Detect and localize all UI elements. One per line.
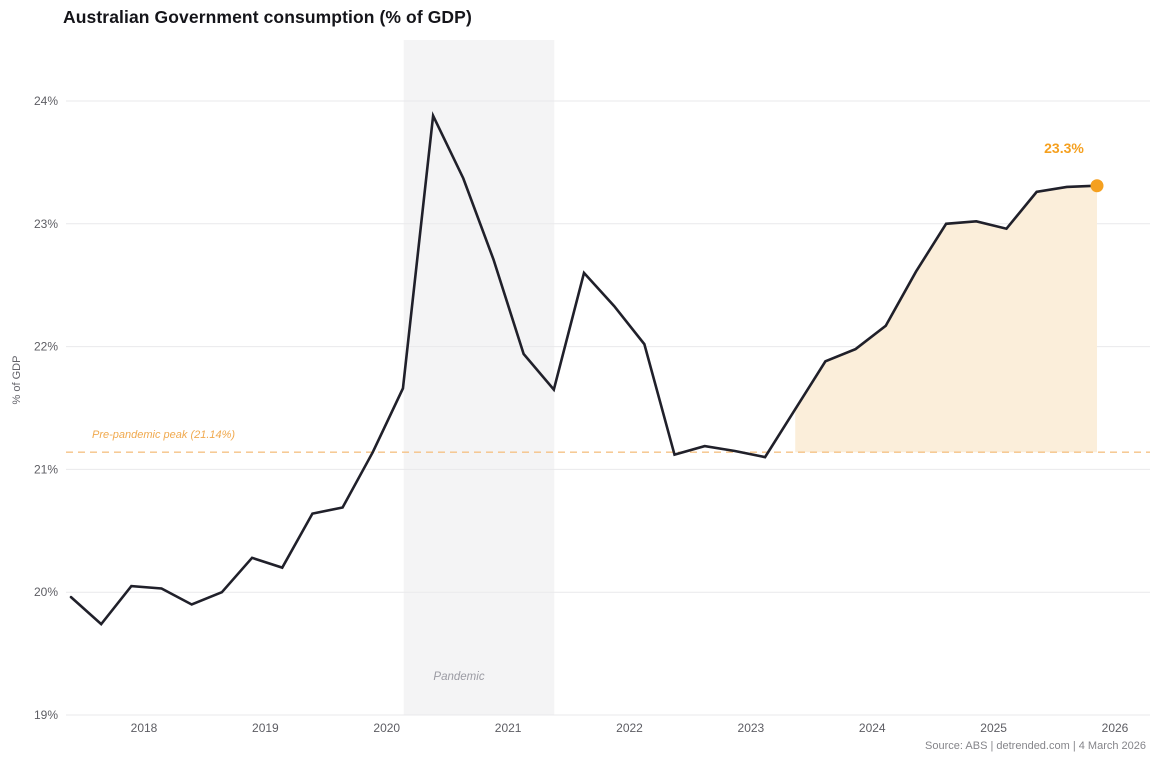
y-tick-label: 21% bbox=[34, 462, 58, 476]
y-tick-label: 20% bbox=[34, 585, 58, 599]
x-tick-label: 2019 bbox=[252, 721, 279, 735]
pre-pandemic-peak-annotation: Pre-pandemic peak (21.14%) bbox=[92, 429, 236, 441]
pandemic-band-label: Pandemic bbox=[433, 671, 485, 683]
x-tick-label: 2020 bbox=[373, 721, 400, 735]
latest-point-marker bbox=[1090, 179, 1104, 193]
pandemic-band bbox=[403, 40, 555, 715]
highlight-area bbox=[795, 185, 1097, 453]
y-tick-label: 23% bbox=[34, 217, 58, 231]
x-tick-label: 2024 bbox=[859, 721, 886, 735]
x-tick-label: 2022 bbox=[616, 721, 643, 735]
x-tick-label: 2021 bbox=[495, 721, 522, 735]
chart-title: Australian Government consumption (% of … bbox=[63, 7, 472, 27]
y-tick-label: 24% bbox=[34, 94, 58, 108]
latest-value-annotation: 23.3% bbox=[1044, 140, 1084, 156]
x-tick-label: 2023 bbox=[738, 721, 765, 735]
series-line bbox=[69, 111, 1099, 627]
x-tick-label: 2025 bbox=[980, 721, 1007, 735]
y-tick-label: 22% bbox=[34, 340, 58, 354]
x-tick-label: 2026 bbox=[1102, 721, 1129, 735]
y-axis-label: % of GDP bbox=[11, 355, 23, 405]
y-tick-label: 19% bbox=[34, 708, 58, 722]
x-tick-label: 2018 bbox=[131, 721, 158, 735]
source-attribution: Source: ABS | detrended.com | 4 March 20… bbox=[925, 740, 1146, 752]
